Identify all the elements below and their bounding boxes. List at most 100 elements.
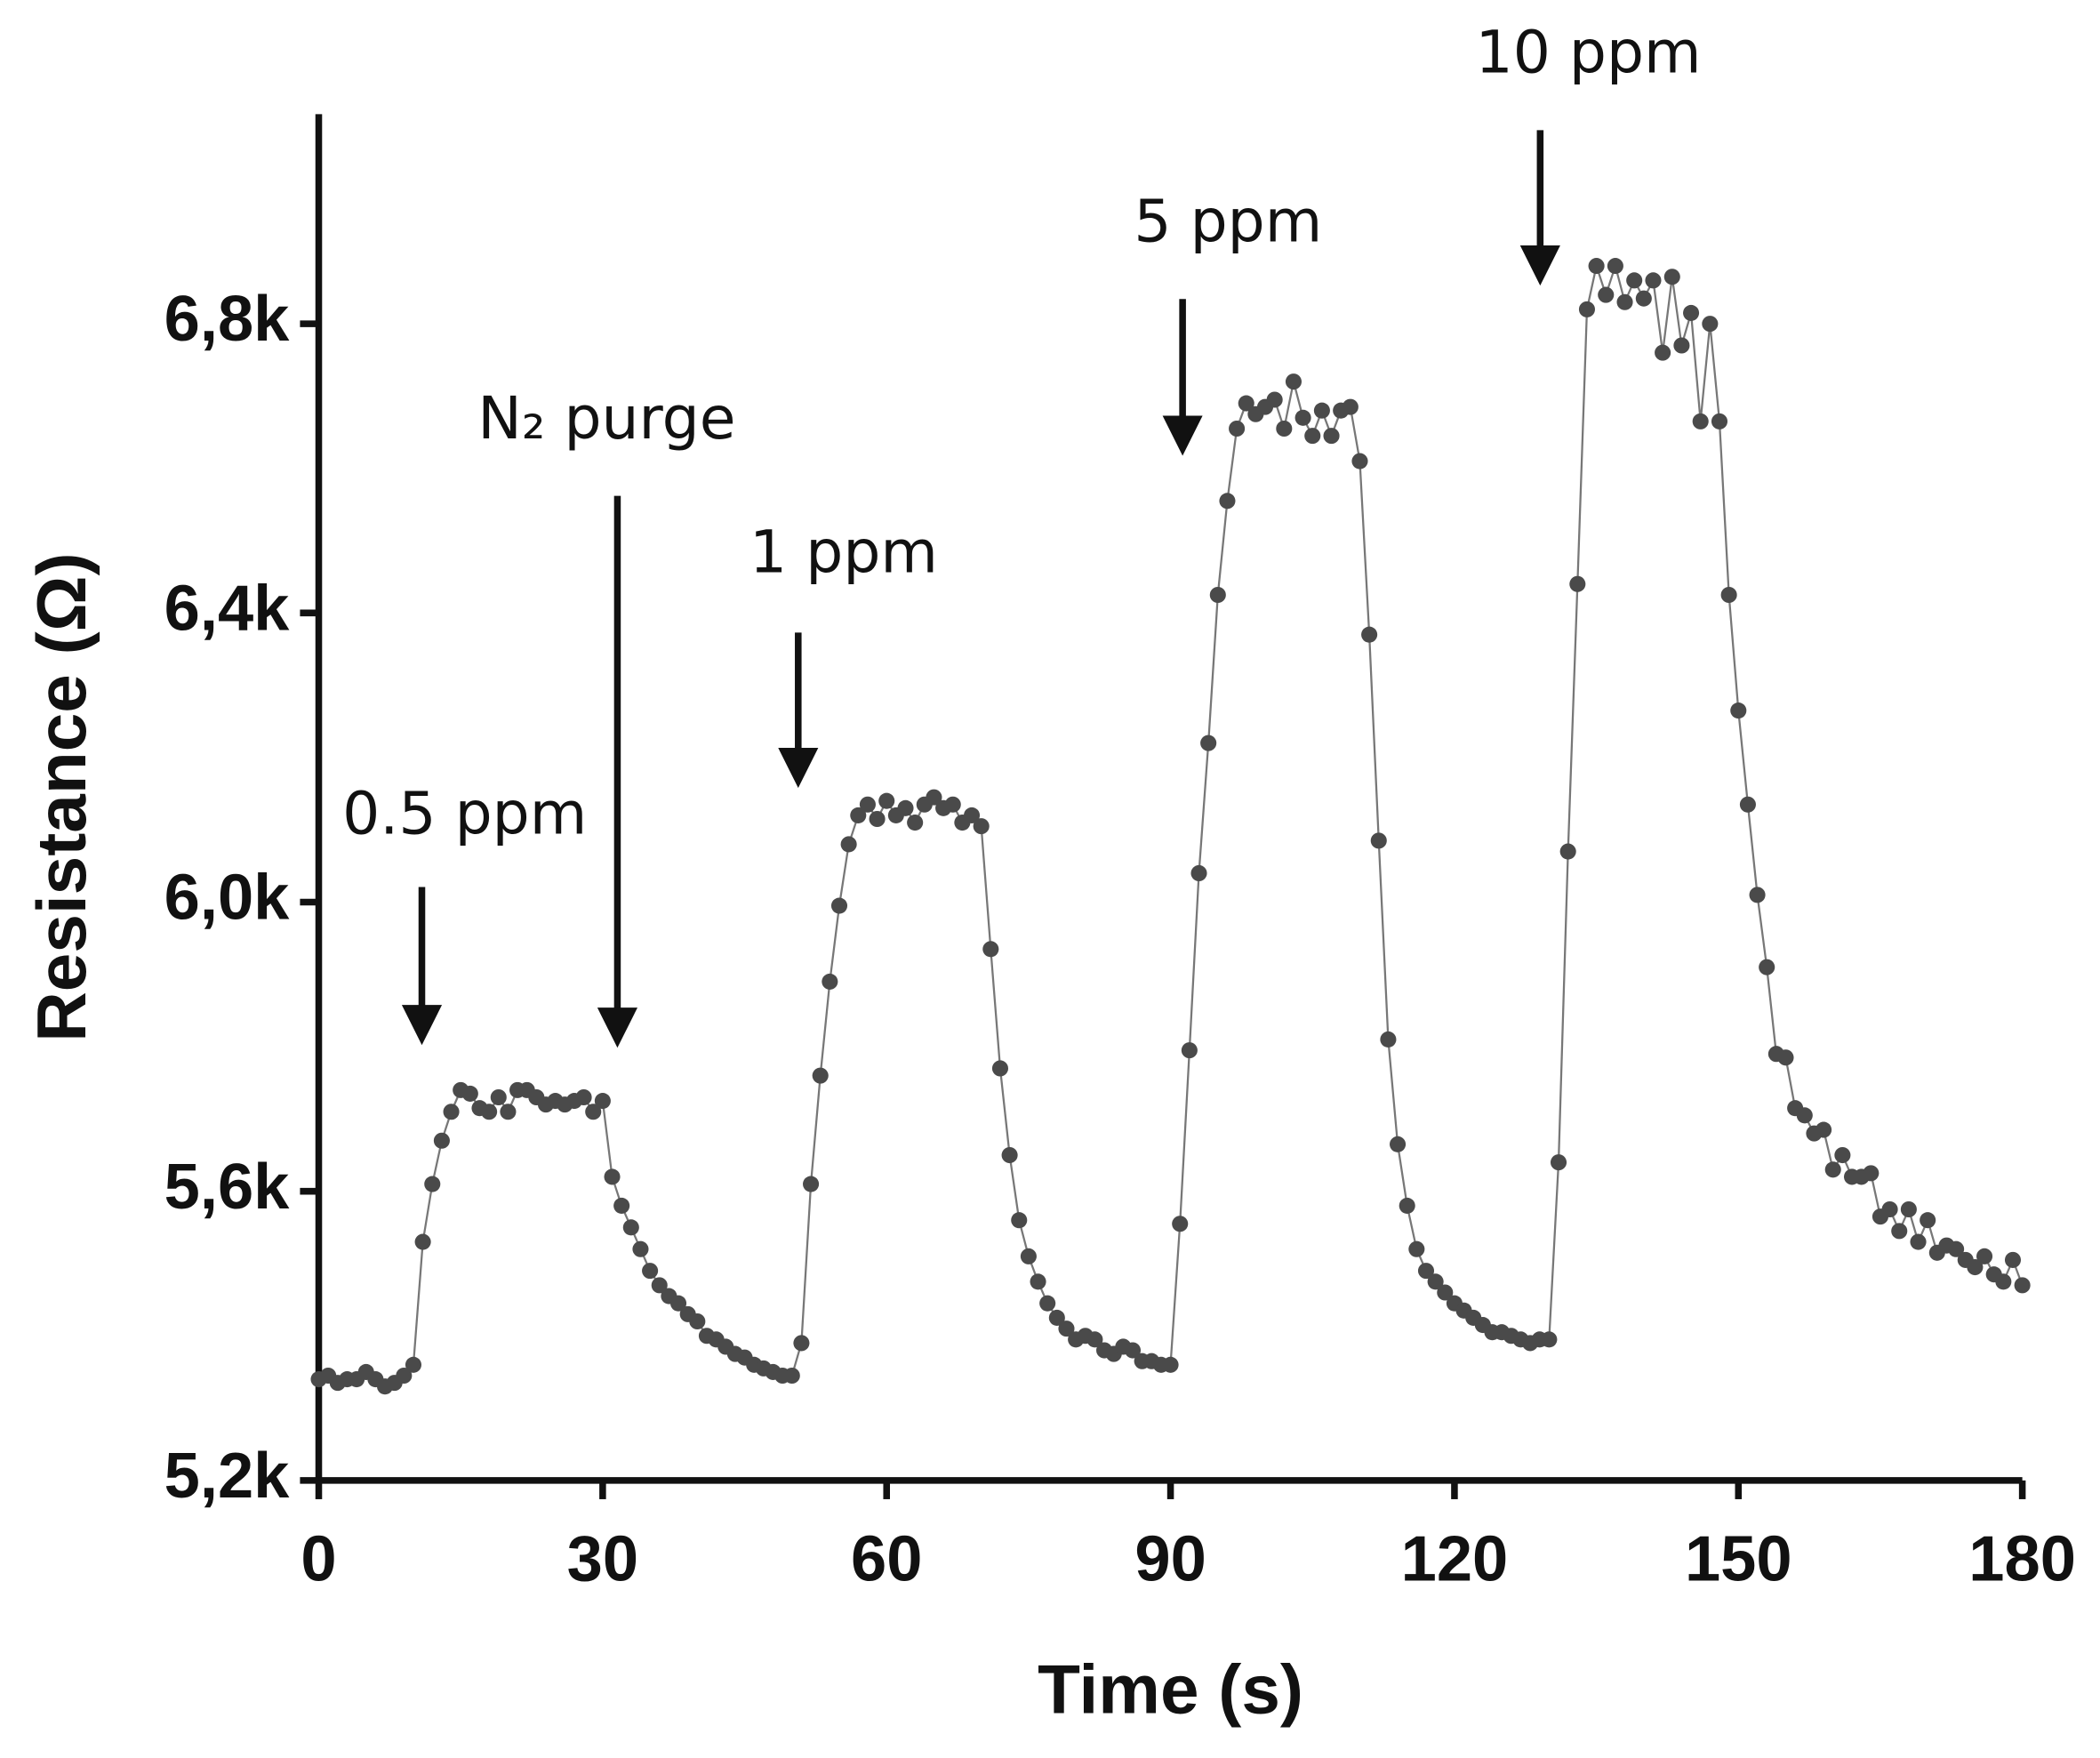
data-point — [405, 1356, 422, 1373]
data-point — [1683, 304, 1700, 321]
data-point — [1777, 1049, 1794, 1066]
data-point — [604, 1168, 621, 1185]
y-tick-label: 6,8k — [164, 284, 291, 355]
data-point — [1616, 293, 1633, 310]
data-point — [1626, 272, 1643, 289]
data-point — [1351, 453, 1368, 470]
data-point — [1276, 420, 1293, 437]
y-tick-label: 5,2k — [164, 1441, 291, 1512]
data-point — [594, 1093, 611, 1110]
y-axis-label: Resistance (Ω) — [22, 552, 100, 1041]
data-point — [1588, 258, 1605, 275]
data-point — [1910, 1233, 1927, 1250]
data-point — [1011, 1212, 1028, 1229]
data-point — [1048, 1309, 1065, 1326]
data-point — [1229, 420, 1246, 437]
x-tick-label: 90 — [1134, 1523, 1206, 1594]
data-point — [1370, 832, 1387, 849]
data-point — [2004, 1251, 2022, 1268]
x-tick-label: 180 — [1968, 1523, 2076, 1594]
data-point — [1655, 344, 1671, 361]
data-point — [1739, 796, 1756, 813]
data-point — [414, 1233, 431, 1250]
data-point — [1190, 864, 1207, 882]
data-point — [1948, 1240, 1965, 1257]
data-point — [1759, 959, 1775, 975]
data-point — [1238, 395, 1254, 412]
data-point — [632, 1240, 649, 1257]
data-point — [944, 796, 961, 813]
data-point — [812, 1067, 829, 1084]
data-point — [1323, 428, 1340, 445]
data-point — [1390, 1136, 1407, 1152]
data-point — [1124, 1342, 1142, 1359]
data-point — [822, 973, 838, 990]
data-point — [1559, 843, 1576, 860]
data-point — [793, 1335, 810, 1352]
data-point — [869, 810, 886, 828]
data-point — [669, 1295, 687, 1312]
data-point — [1550, 1154, 1567, 1171]
data-point — [1209, 586, 1226, 604]
data-point — [1162, 1356, 1179, 1373]
data-point — [1598, 286, 1615, 303]
data-point — [1408, 1240, 1425, 1257]
data-point — [1749, 887, 1766, 903]
data-point — [926, 789, 942, 806]
data-point — [1607, 258, 1623, 275]
data-point — [622, 1219, 639, 1236]
data-point — [859, 796, 876, 813]
data-point — [1200, 735, 1217, 751]
y-tick-label: 5,6k — [164, 1152, 291, 1223]
annotation: 10 ppm — [1476, 18, 1702, 87]
data-point — [1967, 1259, 1984, 1276]
data-point — [1796, 1107, 1813, 1124]
data-point — [1995, 1273, 2012, 1290]
data-point — [850, 807, 867, 823]
x-tick-label: 120 — [1401, 1523, 1509, 1594]
data-point — [1635, 290, 1652, 307]
data-point — [1437, 1284, 1454, 1301]
annotation: 5 ppm — [1134, 186, 1322, 255]
data-point — [1304, 428, 1321, 445]
x-axis-label: Time (s) — [1038, 1650, 1303, 1729]
data-point — [1578, 301, 1595, 317]
data-point — [1086, 1331, 1103, 1348]
data-point — [803, 1176, 820, 1192]
data-point — [1711, 413, 1728, 429]
annotation: 0.5 ppm — [342, 778, 587, 847]
data-point — [1730, 702, 1747, 719]
y-tick-label: 6,4k — [164, 573, 291, 644]
data-point — [1361, 626, 1378, 643]
data-point — [1219, 493, 1236, 510]
x-tick-label: 60 — [851, 1523, 922, 1594]
data-point — [1285, 373, 1302, 390]
data-point — [481, 1104, 498, 1120]
data-point — [1172, 1216, 1189, 1232]
data-point — [2014, 1277, 2031, 1294]
data-point — [443, 1104, 460, 1120]
x-tick-label: 30 — [567, 1523, 638, 1594]
x-tick-label: 150 — [1685, 1523, 1792, 1594]
y-tick-label: 6,0k — [164, 863, 291, 934]
data-point — [878, 792, 895, 809]
data-point — [396, 1367, 413, 1385]
data-point — [490, 1088, 507, 1106]
data-point — [1815, 1121, 1832, 1138]
data-point — [1266, 391, 1283, 408]
data-point — [982, 941, 999, 958]
annotation: N₂ purge — [477, 383, 735, 453]
data-point — [830, 897, 848, 914]
data-point — [585, 1104, 602, 1120]
data-point — [963, 807, 981, 823]
data-point — [1692, 413, 1709, 429]
data-point — [1569, 575, 1586, 592]
data-point — [897, 799, 914, 816]
data-point — [642, 1263, 659, 1280]
data-point — [1541, 1331, 1558, 1348]
data-point — [1976, 1248, 1993, 1264]
data-point — [1891, 1223, 1908, 1240]
data-point — [907, 815, 924, 831]
data-point — [1863, 1165, 1880, 1182]
